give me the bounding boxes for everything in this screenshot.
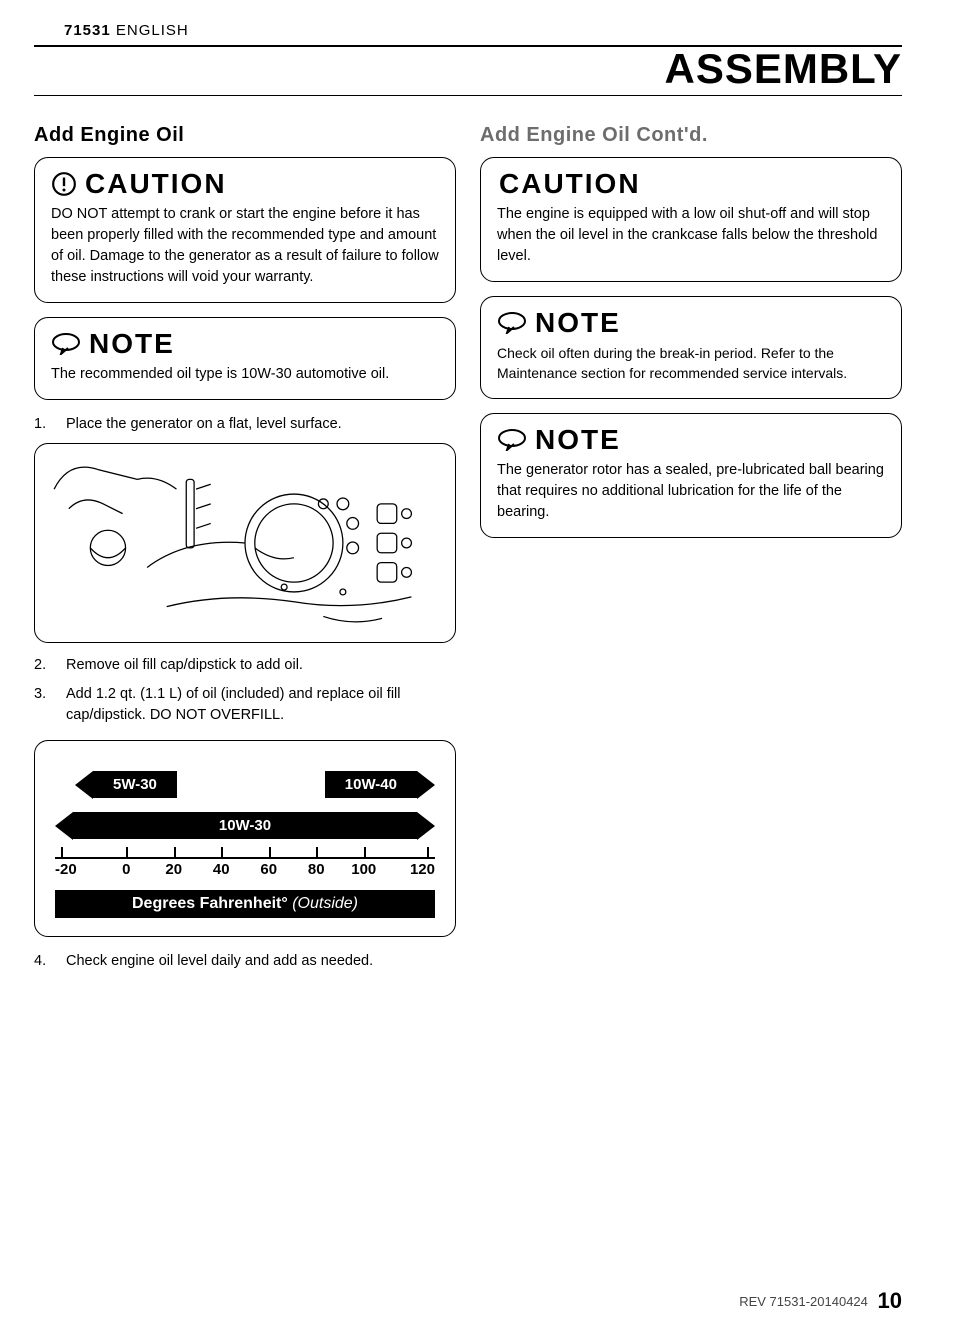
- degrees-label: Degrees Fahrenheit° (Outside): [55, 890, 435, 918]
- steps-list: Place the generator on a flat, level sur…: [34, 414, 456, 435]
- revision-text: REV 71531-20140424: [739, 1294, 868, 1309]
- note-label: NOTE: [89, 330, 175, 358]
- alert-icon: [51, 171, 77, 197]
- note-text: The recommended oil type is 10W-30 autom…: [51, 364, 439, 385]
- note-label: NOTE: [535, 426, 621, 454]
- doc-code: 71531: [64, 22, 111, 39]
- caution-label: CAUTION: [499, 170, 641, 198]
- note-text: The generator rotor has a sealed, pre-lu…: [497, 460, 885, 523]
- note-box: NOTE Check oil often during the break-in…: [480, 296, 902, 399]
- note-head: NOTE: [497, 426, 885, 454]
- step-item: Add 1.2 qt. (1.1 L) of oil (included) an…: [34, 684, 456, 726]
- page-number: 10: [878, 1288, 902, 1313]
- oil-5w30-arrow: 5W-30: [93, 771, 177, 798]
- page-title: ASSEMBLY: [34, 45, 902, 93]
- page-footer: REV 71531-20140424 10: [739, 1288, 902, 1314]
- speech-icon: [51, 333, 81, 355]
- generator-diagram: [34, 443, 456, 643]
- caution-box: CAUTION The engine is equipped with a lo…: [480, 157, 902, 282]
- step-item: Check engine oil level daily and add as …: [34, 951, 456, 972]
- caution-box: CAUTION DO NOT attempt to crank or start…: [34, 157, 456, 303]
- caution-head: CAUTION: [499, 170, 885, 198]
- caution-label: CAUTION: [85, 170, 227, 198]
- note-box: NOTE The recommended oil type is 10W-30 …: [34, 317, 456, 400]
- tick: 0: [103, 861, 151, 878]
- tick: 120: [388, 861, 436, 878]
- step-item: Place the generator on a flat, level sur…: [34, 414, 456, 435]
- caution-text: DO NOT attempt to crank or start the eng…: [51, 204, 439, 288]
- section-heading-contd: Add Engine Oil Cont'd.: [480, 124, 902, 147]
- note-head: NOTE: [497, 309, 885, 337]
- note-head: NOTE: [51, 330, 439, 358]
- oil-10w30-arrow: 10W-30: [73, 812, 417, 839]
- oil-viscosity-chart: 5W-30 10W-40 10W-30 -20 0 20 40 60 80 10…: [34, 740, 456, 937]
- divider: [34, 95, 902, 96]
- tick: -20: [55, 861, 103, 878]
- speech-icon: [497, 429, 527, 451]
- degrees-outside: (Outside): [288, 895, 358, 912]
- note-label: NOTE: [535, 309, 621, 337]
- right-column: Add Engine Oil Cont'd. CAUTION The engin…: [480, 124, 902, 980]
- temperature-scale: -20 0 20 40 60 80 100 120: [55, 857, 435, 878]
- step-item: Remove oil fill cap/dipstick to add oil.: [34, 655, 456, 676]
- oil-10w40-arrow: 10W-40: [325, 771, 417, 798]
- caution-head: CAUTION: [51, 170, 439, 198]
- caution-text: The engine is equipped with a low oil sh…: [497, 204, 885, 267]
- content-columns: Add Engine Oil CAUTION DO NOT attempt to…: [34, 124, 902, 980]
- speech-icon: [497, 312, 527, 334]
- tick: 60: [245, 861, 293, 878]
- degrees-text: Degrees Fahrenheit°: [132, 895, 288, 912]
- tick: 80: [293, 861, 341, 878]
- tick: 20: [150, 861, 198, 878]
- steps-list-cont: Remove oil fill cap/dipstick to add oil.…: [34, 655, 456, 726]
- tick: 100: [340, 861, 388, 878]
- steps-list-final: Check engine oil level daily and add as …: [34, 951, 456, 972]
- left-column: Add Engine Oil CAUTION DO NOT attempt to…: [34, 124, 456, 980]
- section-heading: Add Engine Oil: [34, 124, 456, 147]
- document-header: 71531 ENGLISH: [34, 22, 902, 39]
- doc-lang: ENGLISH: [116, 22, 189, 39]
- note-text: Check oil often during the break-in peri…: [497, 343, 885, 384]
- note-box: NOTE The generator rotor has a sealed, p…: [480, 413, 902, 538]
- tick: 40: [198, 861, 246, 878]
